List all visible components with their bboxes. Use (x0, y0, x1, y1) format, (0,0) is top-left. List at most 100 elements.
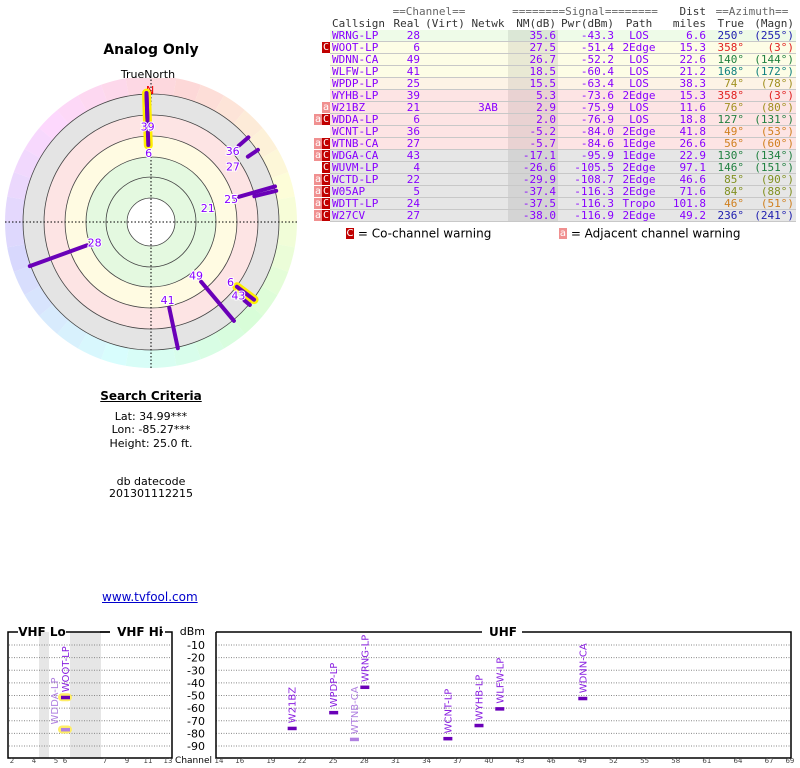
column-header[interactable]: Pwr(dBm) (561, 17, 614, 30)
table-row[interactable]: WDNN-CA 49 26.7 -52.2 LOS 22.6 140° (144°) (306, 53, 796, 66)
hue-segment (5, 196, 25, 222)
cell-netwk (468, 89, 508, 102)
cell-netwk (468, 77, 508, 90)
cell-nm: -37.5 (508, 197, 558, 210)
station-bar (360, 685, 370, 690)
station-channel-label: 28 (88, 237, 102, 250)
spectrum-chart: -10-20-30-40-50-60-70-80-90 dBm Channel VHF… (7, 625, 794, 766)
cell-call: WRNG-LP (330, 30, 390, 42)
station-bar (474, 723, 484, 728)
cell-dist: 46.6 (662, 173, 708, 186)
warning-badges (306, 53, 330, 66)
station-bar (443, 736, 453, 741)
range-ring (126, 197, 176, 247)
column-header[interactable]: Callsign (332, 17, 385, 30)
co-channel-badge-icon: C (346, 228, 354, 239)
table-row[interactable]: WRNG-LP 28 35.6 -43.3 LOS 6.6 250° (255°) (306, 30, 796, 42)
column-header[interactable]: NM(dB) (516, 17, 556, 30)
cell-virt (422, 65, 468, 78)
hue-segment (5, 222, 25, 248)
co-channel-warning-icon: C (322, 42, 330, 53)
table-row[interactable]: a W21BZ 21 3AB 2.9 -75.9 LOS 11.6 76° (80°) (306, 101, 796, 114)
station-bearing-line (245, 147, 260, 159)
x-tick-label: 55 (640, 757, 649, 765)
cell-call: WDGA-CA (330, 149, 390, 162)
table-row[interactable]: WCNT-LP 36 -5.2 -84.0 2Edge 41.8 49° (53°) (306, 125, 796, 138)
column-header[interactable]: Netwk (471, 17, 505, 30)
cell-real: 5 (390, 185, 422, 198)
cell-netwk: 3AB (468, 101, 508, 114)
cell-call: WYHB-LP (330, 89, 390, 102)
cell-netwk (468, 30, 508, 42)
cell-virt (422, 77, 468, 90)
x-tick-label: 19 (266, 757, 275, 765)
cell-az-magn: (172°) (746, 65, 796, 78)
datecode-label: db datecode (116, 475, 186, 488)
cell-dist: 22.9 (662, 149, 708, 162)
cell-nm: 26.7 (508, 53, 558, 66)
cell-path: 2Edge (616, 41, 662, 54)
x-tick-label: 11 (144, 757, 153, 765)
cell-call: WTNB-CA (330, 137, 390, 150)
hue-segment (57, 95, 87, 124)
table-row[interactable]: a C WCTD-LP 22 -29.9 -108.7 2Edge 46.6 85° (90°) (306, 173, 796, 186)
cell-nm: 27.5 (508, 41, 558, 54)
cell-az-magn: (60°) (746, 137, 796, 150)
station-bar-label: WYHB-LP (475, 675, 486, 721)
column-header[interactable]: (Virt) (425, 17, 465, 30)
table-row[interactable]: WLFW-LP 41 18.5 -60.4 LOS 21.2 168° (172°) (306, 65, 796, 78)
table-row[interactable]: a C WDTT-LP 24 -37.5 -116.3 Tropo 101.8 46° (51°) (306, 197, 796, 210)
hue-segment (249, 286, 278, 316)
cell-call: W27CV (330, 209, 390, 222)
cell-call: WUVM-LP (330, 161, 390, 174)
cell-netwk (468, 65, 508, 78)
column-header[interactable]: True (717, 17, 745, 30)
cell-real: 49 (390, 53, 422, 66)
table-row[interactable]: a C W27CV 27 -38.0 -116.9 2Edge 49.2 236° (241°) (306, 209, 796, 222)
band-label: UHF (489, 625, 517, 639)
cell-az-magn: (51°) (746, 197, 796, 210)
station-bar-label: WDDA-LP (50, 678, 61, 725)
cell-az-magn: (255°) (746, 30, 796, 42)
polar-azimuth-plot: N28649412539216362743 (5, 78, 297, 368)
cell-path: 2Edge (616, 209, 662, 222)
table-row[interactable]: a C WDGA-CA 43 -17.1 -95.9 1Edge 22.9 130° (134°) (306, 149, 796, 162)
table-row[interactable]: C WOOT-LP 6 27.5 -51.4 2Edge 15.3 358° (3°) (306, 41, 796, 54)
cell-call: WDTT-LP (330, 197, 390, 210)
table-row[interactable]: C WUVM-LP 4 -26.6 -105.5 2Edge 97.1 146° (151°) (306, 161, 796, 174)
hue-segment (101, 342, 129, 366)
cell-az-true: 127° (708, 113, 746, 126)
tvfool-link[interactable]: www.tvfool.com (102, 590, 198, 604)
table-row[interactable]: WYHB-LP 39 5.3 -73.6 2Edge 15.3 358° (3°) (306, 89, 796, 102)
warning-badges: C (306, 41, 330, 54)
x-tick-label: 13 (164, 757, 173, 765)
column-header[interactable]: Real (393, 17, 421, 30)
cell-path: 2Edge (616, 161, 662, 174)
table-row[interactable]: a C WDDA-LP 6 2.0 -76.9 LOS 18.8 127° (131°) (306, 113, 796, 126)
hue-segment (57, 320, 87, 349)
co-channel-warning-icon: C (322, 162, 330, 173)
cell-call: WPDP-LP (330, 77, 390, 90)
warning-badges (306, 125, 330, 138)
table-row[interactable]: a C WTNB-CA 27 -5.7 -84.6 1Edge 26.6 56° (60°) (306, 137, 796, 150)
column-header[interactable]: miles (672, 17, 706, 30)
hue-segment (101, 78, 129, 102)
cell-nm: -5.7 (508, 137, 558, 150)
cell-real: 39 (390, 89, 422, 102)
column-header[interactable]: Path (625, 17, 653, 30)
x-tick-label: 37 (453, 757, 462, 765)
range-ring (105, 176, 197, 268)
cell-virt (422, 137, 468, 150)
station-bar-label: WLFW-LP (495, 658, 506, 704)
hue-segment (39, 110, 69, 140)
cell-pwr: -63.4 (558, 77, 616, 90)
x-tick-label: 67 (765, 757, 774, 765)
hue-segment (249, 128, 278, 158)
table-row[interactable]: WPDP-LP 25 15.5 -63.4 LOS 38.3 74° (78°) (306, 77, 796, 90)
column-header[interactable]: (Magn) (754, 17, 794, 30)
table-row[interactable]: a C W05AP 5 -37.4 -116.3 2Edge 71.6 84° (88°) (306, 185, 796, 198)
cell-nm: -5.2 (508, 125, 558, 138)
cell-pwr: -75.9 (558, 101, 616, 114)
